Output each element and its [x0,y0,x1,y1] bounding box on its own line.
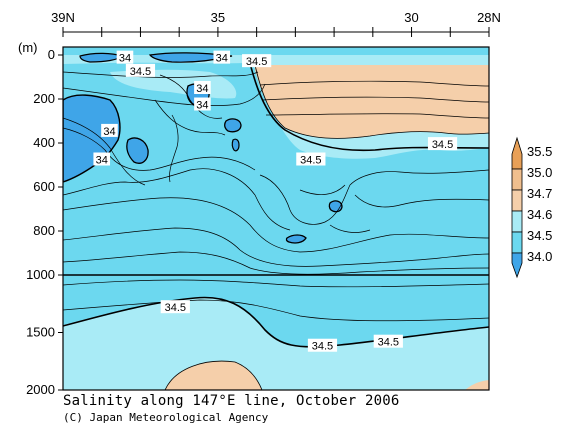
colorbar-segment [511,136,523,170]
contour-label: 34.5 [378,337,399,349]
contour-label: 34.5 [246,56,267,68]
x-tick-label: 39N [51,10,75,25]
y-tick-label: 800 [33,223,55,238]
deep-high-salinity-layer [63,297,489,390]
contour-label: 34.5 [130,66,151,78]
copyright-credit: (C) Japan Meteorological Agency [63,411,269,424]
contour-label-box [307,338,338,352]
colorbar-label: 34.6 [527,207,552,222]
y-tick-label: 400 [33,135,55,150]
contour-label: 34 [196,100,208,112]
contour-label-box [125,63,156,77]
y-tick-label: 0 [48,47,55,62]
bottom-right-warm [465,380,489,390]
low-salinity-surface-west [79,52,124,63]
contour-label: 34.5 [312,341,333,353]
colorbar-segment [511,168,523,191]
y-tick-label: 1500 [26,325,55,340]
low-salinity-west [63,94,121,183]
colorbar-segment [511,210,523,233]
x-axis-ruler [62,27,490,37]
plot-area [63,47,489,390]
x-tick-label: 28N [477,10,501,25]
low-salinity-eddy-2 [126,137,149,164]
colorbar-label: 34.7 [527,186,552,201]
contour-label-box [194,97,211,111]
y-tick-label: 1000 [26,267,55,282]
contour-lines-34-7 [164,64,489,390]
contour-label: 34 [103,126,115,138]
contour-lines-thin [63,71,489,322]
contour-label: 34 [216,53,228,65]
colorbar-segment [511,231,523,254]
contour-label: 34.5 [300,155,321,167]
contour-label-box [427,137,458,151]
low-salinity-surface-mid [148,52,233,63]
contour-label-box [373,334,403,348]
x-axis: 39N 35 30 28N [51,10,501,25]
contour-label: 34 [119,53,131,65]
low-salinity-eddy-6 [231,138,240,152]
y-tick-label: 2000 [26,382,55,397]
contour-label: 34 [96,155,108,167]
y-tick-label: 600 [33,179,55,194]
contour-label-box [213,50,231,64]
contour-label-box [242,54,272,68]
colorbar-label: 35.0 [527,165,552,180]
colorbar-segment [511,252,523,279]
contour-label-box [194,81,211,94]
low-salinity-eddy-3 [224,118,242,133]
colorbar-label: 35.5 [527,144,552,159]
contour-label: 34.5 [432,139,453,151]
contour-label-box [160,300,190,314]
x-tick-label: 35 [211,10,225,25]
contour-label-box [116,50,134,64]
contour-label-box [93,152,111,166]
colorbar-label: 34.0 [527,249,552,264]
contour-label: 34.5 [165,302,186,314]
low-salinity-eddy-5 [285,234,307,244]
chart-title: Salinity along 147°E line, October 2006 [63,393,400,409]
colorbar-label: 34.5 [527,228,552,243]
y-tick-label: 200 [33,91,55,106]
contour-label: 34 [196,83,208,95]
y-axis-unit-label: (m) [18,40,38,55]
x-tick-label: 30 [404,10,418,25]
contour-label-box [101,123,118,137]
colorbar: 35.5 35.0 34.7 34.6 34.5 34.0 [511,136,552,279]
contour-label-box [296,152,326,166]
y-axis: 0 200 400 600 800 1000 1500 2000 [26,47,63,397]
plot-frame [62,46,490,391]
subtropical-34-7-core [255,65,489,139]
deep-warm-bump [165,361,262,390]
colorbar-segment [511,189,523,212]
